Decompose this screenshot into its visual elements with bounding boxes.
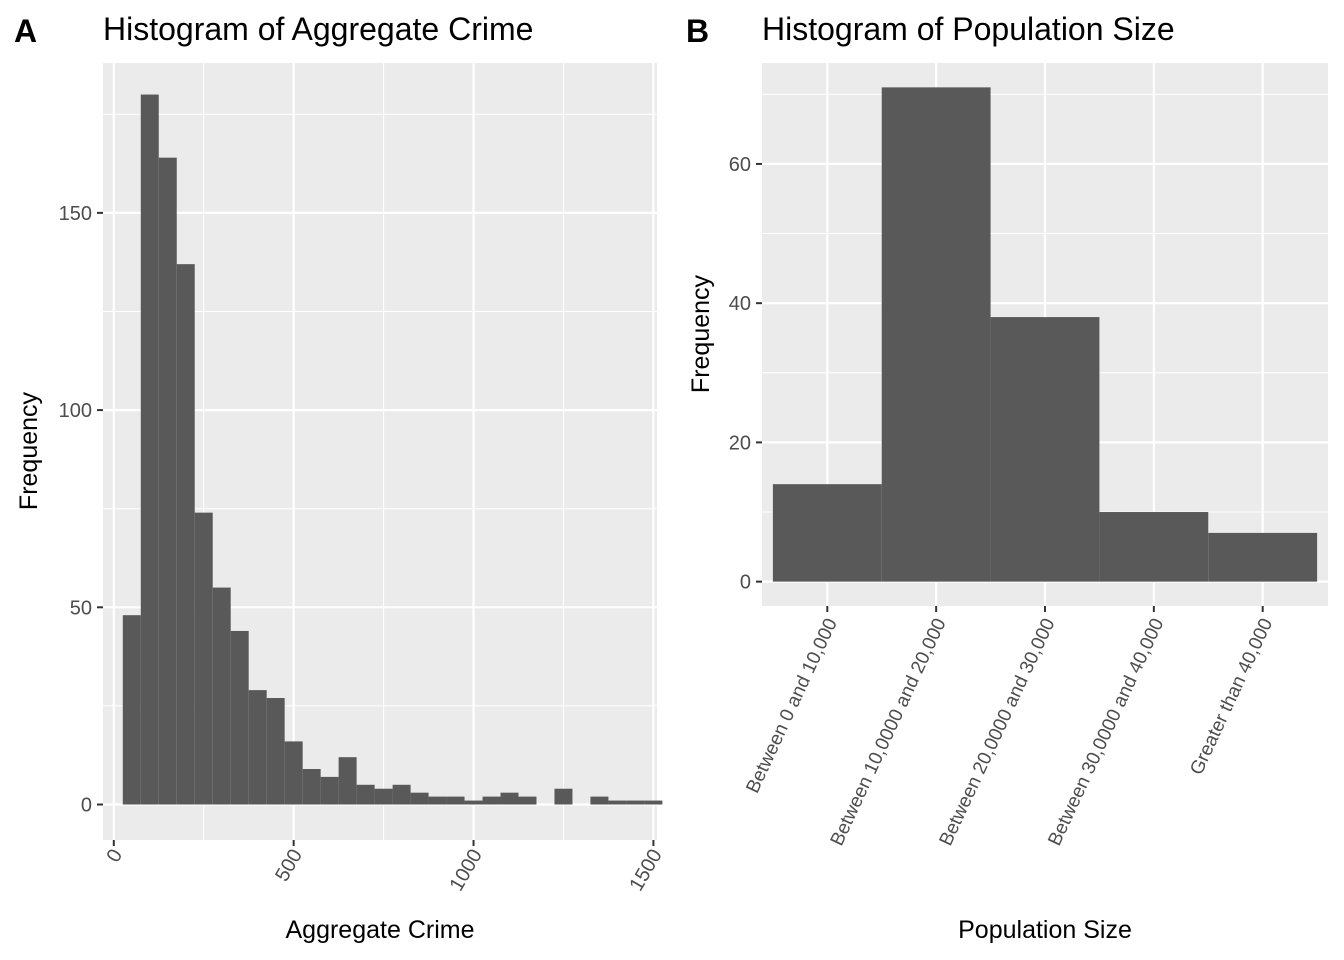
- panel-a: A Histogram of Aggregate Crime 0 50 100 150…: [14, 11, 667, 944]
- x-tick-label: Between 0 and 10,000: [742, 615, 841, 796]
- histogram-bar: [446, 796, 465, 805]
- histogram-bar: [374, 788, 393, 805]
- histogram-bar: [626, 800, 645, 805]
- y-tick-label: 50: [70, 597, 92, 619]
- panel-b: B Histogram of Population Size 0 20 40 60 Be…: [686, 11, 1328, 944]
- panel-a-tag: A: [14, 13, 37, 49]
- x-tick-label: 500: [271, 846, 307, 886]
- histogram-bar: [338, 757, 357, 805]
- histogram-bar: [158, 157, 177, 805]
- x-tick-label: 1000: [446, 846, 487, 896]
- chart-a-title: Histogram of Aggregate Crime: [103, 11, 533, 47]
- chart-a-xlabel: Aggregate Crime: [286, 916, 475, 944]
- plot-a-gridlines: [103, 63, 657, 840]
- x-tick-label: 0: [103, 846, 128, 867]
- histogram-bar: [284, 741, 303, 805]
- histogram-bar: [590, 796, 609, 805]
- histogram-bar: [140, 94, 159, 805]
- histogram-bar: [518, 796, 537, 805]
- histogram-bar: [500, 792, 519, 805]
- histogram-bar: [122, 615, 141, 805]
- histogram-bar: [428, 796, 447, 805]
- category-bar: [1099, 512, 1209, 582]
- x-tick-label: Between 30,0000 and 40,000: [1044, 615, 1168, 849]
- histogram-bar: [464, 800, 483, 805]
- y-tick-label: 0: [740, 572, 751, 594]
- histogram-bar: [194, 512, 213, 805]
- plot-b-bars: [772, 87, 1318, 582]
- x-tick-label: Greater than 40,000: [1186, 615, 1277, 778]
- histogram-bar: [554, 788, 573, 805]
- histogram-bar: [212, 587, 231, 805]
- histogram-bar: [302, 769, 321, 805]
- chart-b-ylabel: Frequency: [687, 274, 715, 393]
- chart-a-ylabel: Frequency: [15, 391, 43, 510]
- category-bar: [1208, 532, 1318, 582]
- category-bar: [990, 317, 1100, 582]
- histogram-bar: [608, 800, 627, 805]
- histogram-bar: [230, 630, 249, 805]
- category-bar: [881, 87, 991, 582]
- y-tick-label: 60: [729, 154, 751, 176]
- y-tick-label: 40: [729, 293, 751, 315]
- panel-b-tag: B: [686, 13, 709, 49]
- y-tick-label: 20: [729, 432, 751, 454]
- y-tick-label: 100: [59, 400, 92, 422]
- y-tick-label: 150: [59, 203, 92, 225]
- x-tick-label: 1500: [625, 846, 666, 896]
- chart-b-title: Histogram of Population Size: [762, 11, 1175, 47]
- histogram-bar: [644, 800, 663, 805]
- histogram-bar: [320, 776, 339, 805]
- category-bar: [772, 484, 882, 582]
- histogram-bar: [176, 264, 195, 805]
- histogram-bar: [356, 784, 375, 805]
- histogram-bar: [410, 792, 429, 805]
- histogram-bar: [392, 784, 411, 805]
- y-tick-label: 0: [81, 795, 92, 817]
- histogram-bar: [266, 698, 285, 805]
- chart-b-xlabel: Population Size: [958, 916, 1132, 944]
- histogram-bar: [248, 690, 267, 805]
- histogram-bar: [482, 796, 501, 805]
- plot-a-bars: [122, 94, 663, 805]
- x-tick-label: Between 20,0000 and 30,000: [936, 615, 1060, 849]
- x-tick-label: Between 10,0000 and 20,000: [827, 615, 951, 849]
